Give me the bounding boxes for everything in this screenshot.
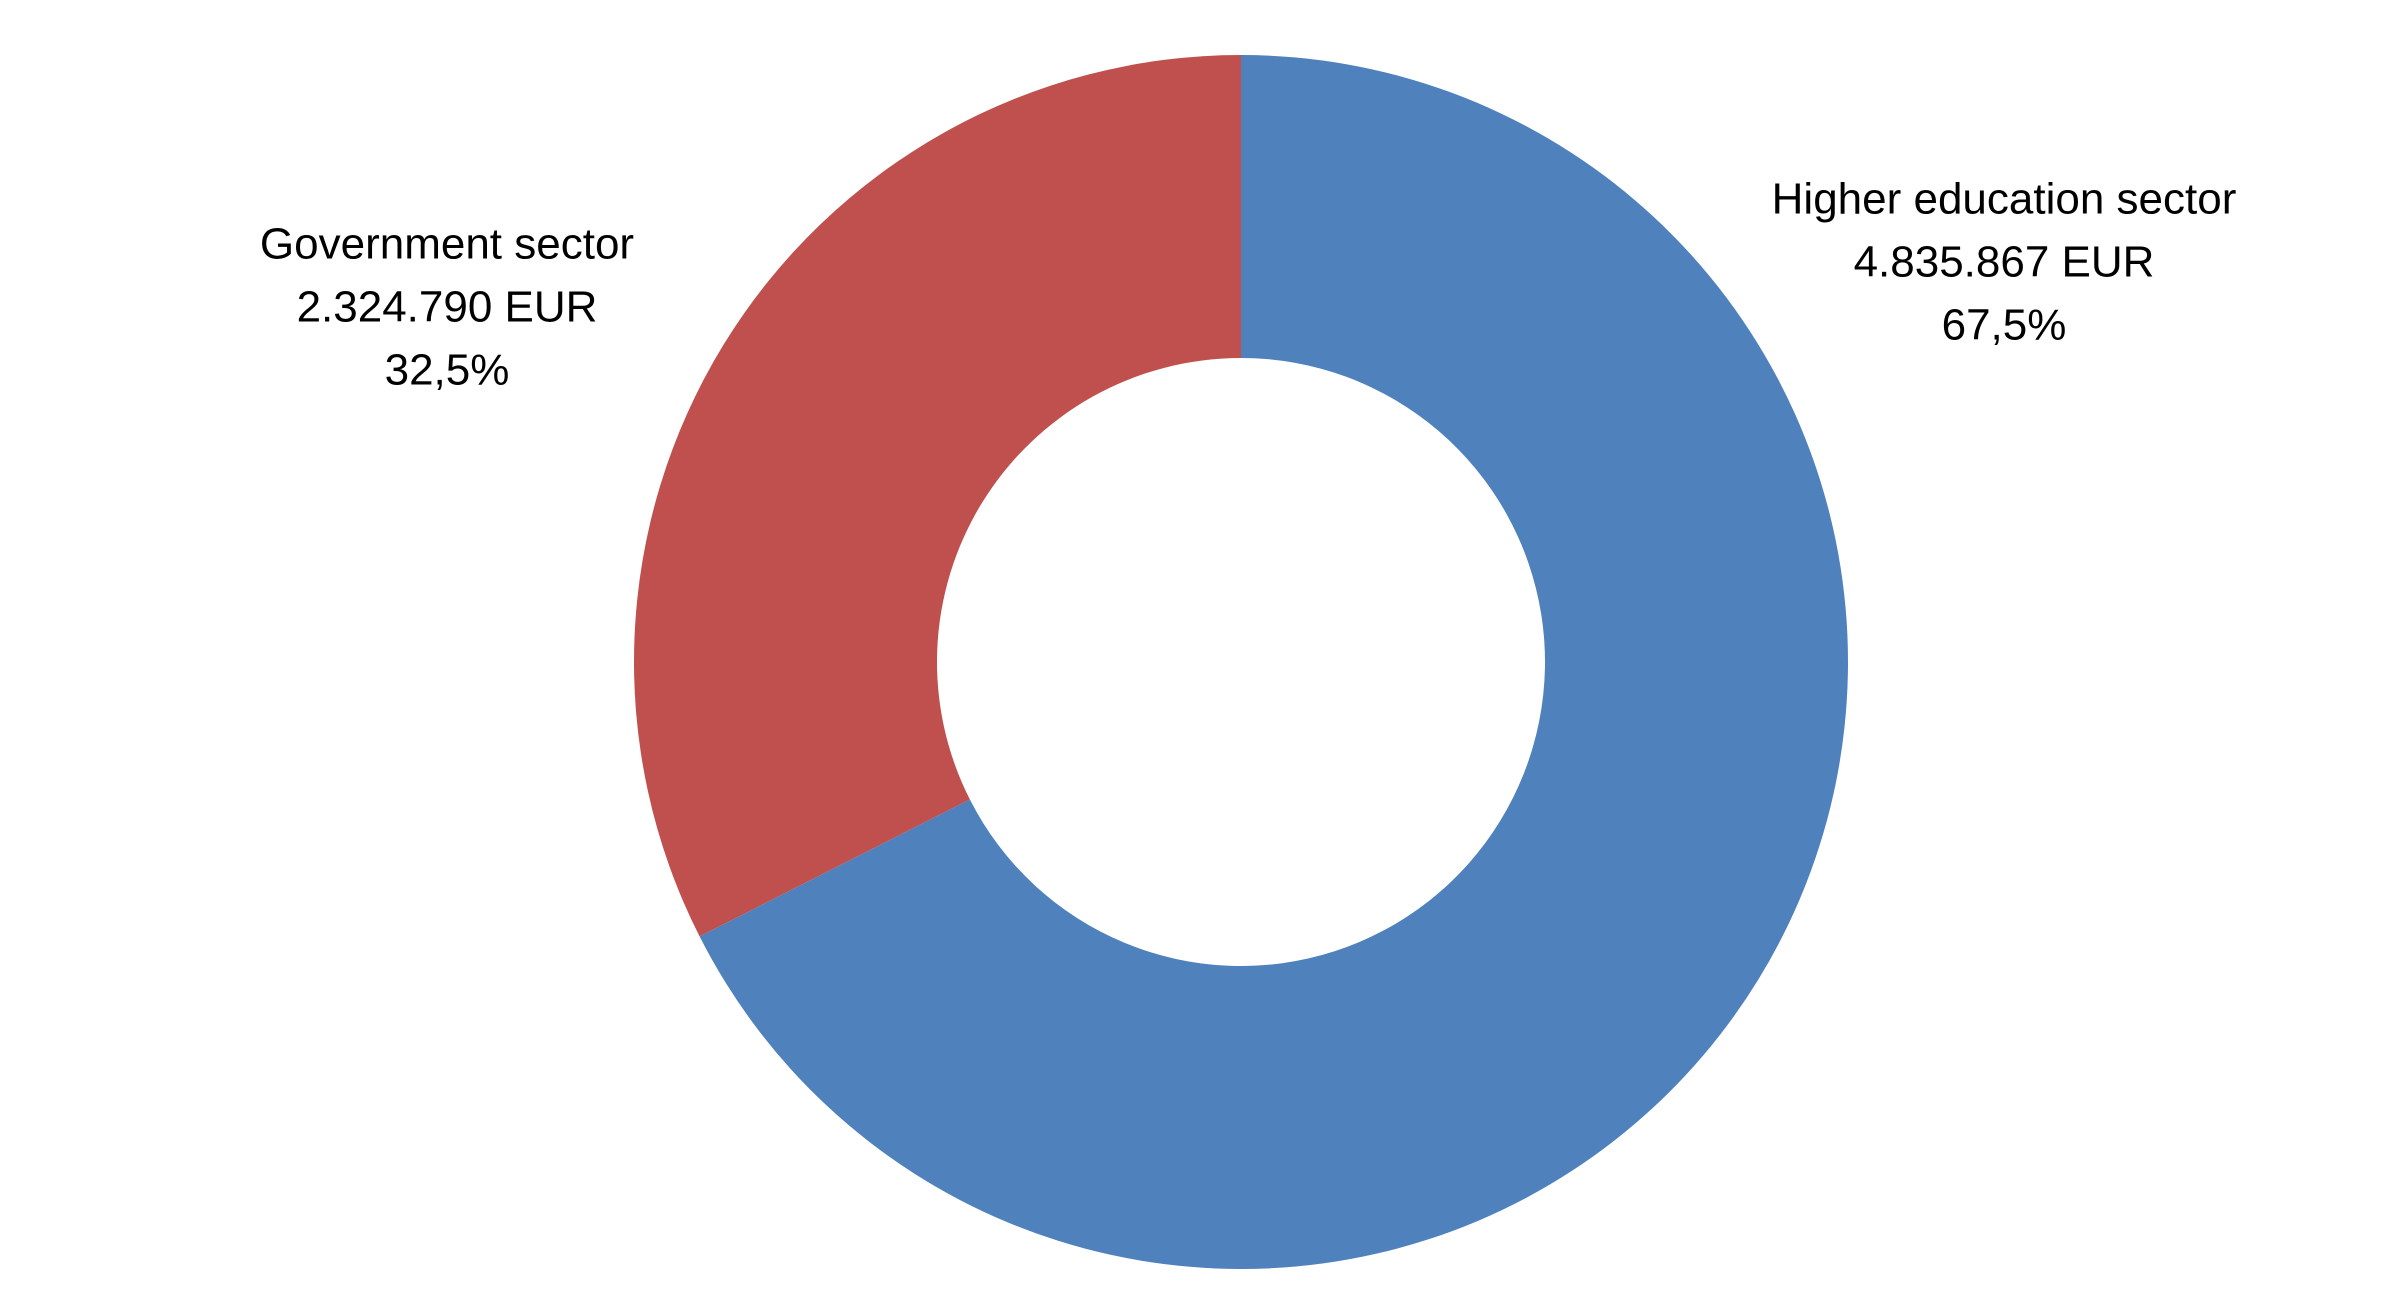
slice-label-name: Government sector: [260, 220, 634, 269]
slice-label-value: 4.835.867 EUR: [1854, 238, 2155, 287]
donut-slice: [633, 55, 1241, 937]
slice-label-share: 67,5%: [1942, 301, 2067, 350]
slice-label-value: 2.324.790 EUR: [297, 283, 598, 332]
slice-label-share: 32,5%: [385, 346, 510, 395]
slice-label-name: Higher education sector: [1772, 175, 2237, 224]
donut-slice: [699, 55, 1848, 1269]
